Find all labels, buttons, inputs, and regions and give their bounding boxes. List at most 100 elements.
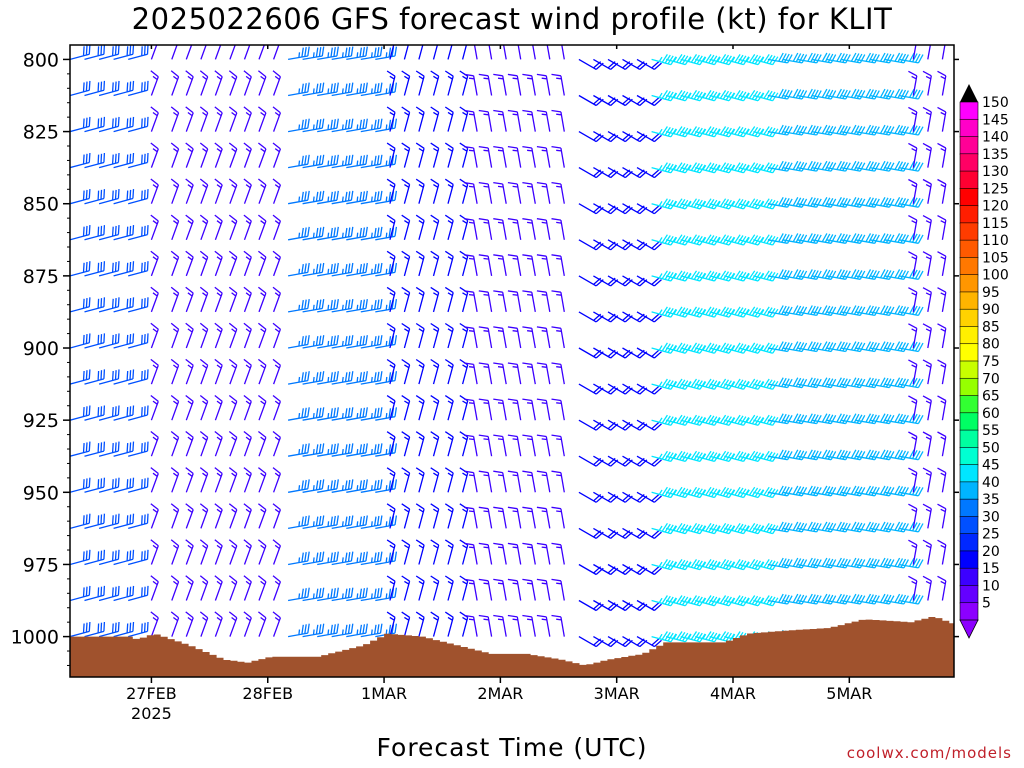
wind-barb [150, 322, 159, 349]
wind-barb [170, 106, 180, 132]
wind-barb [478, 434, 493, 457]
wind-barb [493, 254, 507, 277]
wind-barb [84, 549, 106, 566]
wind-barb [811, 449, 837, 461]
wind-barb [401, 611, 411, 637]
wind-barb [825, 305, 851, 317]
wind-barb [536, 542, 551, 565]
wind-barb [185, 70, 194, 96]
wind-barb [651, 306, 677, 318]
wind-barb [302, 371, 325, 385]
terrain-area [70, 617, 954, 677]
wind-barb [478, 290, 493, 313]
x-tick-label: 4MAR [710, 684, 756, 703]
wind-barb [200, 45, 207, 60]
wind-barb [578, 563, 604, 576]
wind-barb [430, 539, 440, 565]
wind-barb [840, 124, 866, 136]
wind-barb [522, 218, 536, 240]
x-tick-label: 1MAR [361, 684, 407, 703]
wind-barb [287, 82, 310, 97]
wind-barb [738, 54, 764, 66]
wind-barb [825, 160, 851, 172]
wind-barb [272, 539, 282, 565]
wind-barb [302, 190, 325, 205]
wind-barb [360, 262, 383, 277]
wind-barb [401, 539, 411, 565]
wind-barb [386, 286, 396, 313]
wind-barb [651, 126, 677, 138]
wind-barb [898, 196, 924, 208]
wind-barb [665, 414, 692, 426]
colorbar-label: 55 [982, 423, 1000, 439]
wind-barb [665, 126, 692, 138]
wind-barb [430, 467, 440, 493]
colorbar-swatch [959, 585, 979, 604]
wind-barb [331, 443, 354, 457]
wind-barb [636, 347, 662, 359]
wind-barb [536, 362, 551, 385]
wind-barb [243, 575, 252, 601]
wind-barb [680, 162, 706, 174]
wind-barb [444, 322, 454, 349]
wind-barb [98, 80, 120, 97]
wind-barb [811, 485, 837, 497]
wind-barb [401, 178, 411, 204]
wind-barb [317, 371, 339, 385]
wind-barb [922, 215, 932, 240]
colorbar-swatch [959, 239, 979, 259]
wind-barb [937, 503, 947, 529]
wind-barb [228, 575, 238, 601]
colorbar-label: 110 [982, 233, 1009, 249]
wind-barb [415, 106, 425, 132]
wind-barb [302, 479, 325, 493]
wind-barb [738, 450, 764, 463]
wind-barb [825, 557, 851, 569]
wind-barb [302, 623, 325, 638]
wind-barb [185, 467, 194, 493]
wind-barb [84, 513, 106, 530]
wind-barb [464, 506, 478, 529]
wind-barb [243, 430, 252, 457]
wind-barb [738, 559, 764, 571]
wind-barb [869, 557, 895, 569]
wind-barb [401, 503, 411, 529]
wind-barb [84, 441, 106, 457]
wind-barb [287, 335, 310, 349]
wind-barb [360, 443, 383, 457]
wind-barb [493, 109, 507, 132]
wind-barb [578, 419, 604, 431]
wind-barb [199, 322, 209, 349]
wind-barb [84, 405, 106, 421]
wind-barb [922, 395, 932, 421]
wind-barb [185, 394, 194, 421]
wind-barb [401, 322, 411, 349]
wind-barb [536, 614, 551, 637]
wind-barb [430, 286, 440, 313]
colorbar-label: 15 [982, 561, 1000, 577]
wind-barb [695, 54, 721, 66]
wind-barb [782, 305, 808, 317]
wind-barb [257, 575, 267, 601]
wind-barb [70, 513, 91, 530]
wind-barb [922, 323, 932, 349]
wind-barb [651, 378, 677, 390]
wind-barb [257, 358, 267, 385]
wind-barb [651, 234, 677, 246]
wind-barb [228, 394, 238, 421]
wind-barb [636, 94, 662, 107]
colorbar-label: 85 [982, 320, 1000, 336]
wind-barb [257, 394, 267, 421]
wind-barb [98, 441, 120, 457]
wind-barb [724, 378, 750, 390]
wind-barb [898, 269, 924, 280]
wind-barb [84, 116, 106, 133]
wind-barb [401, 575, 411, 601]
wind-barb [937, 287, 947, 313]
wind-barb [331, 551, 354, 566]
wind-barb [724, 198, 750, 210]
wind-barb [825, 377, 851, 389]
wind-barb [287, 262, 310, 277]
wind-barb [150, 539, 159, 565]
wind-barb [478, 109, 493, 132]
